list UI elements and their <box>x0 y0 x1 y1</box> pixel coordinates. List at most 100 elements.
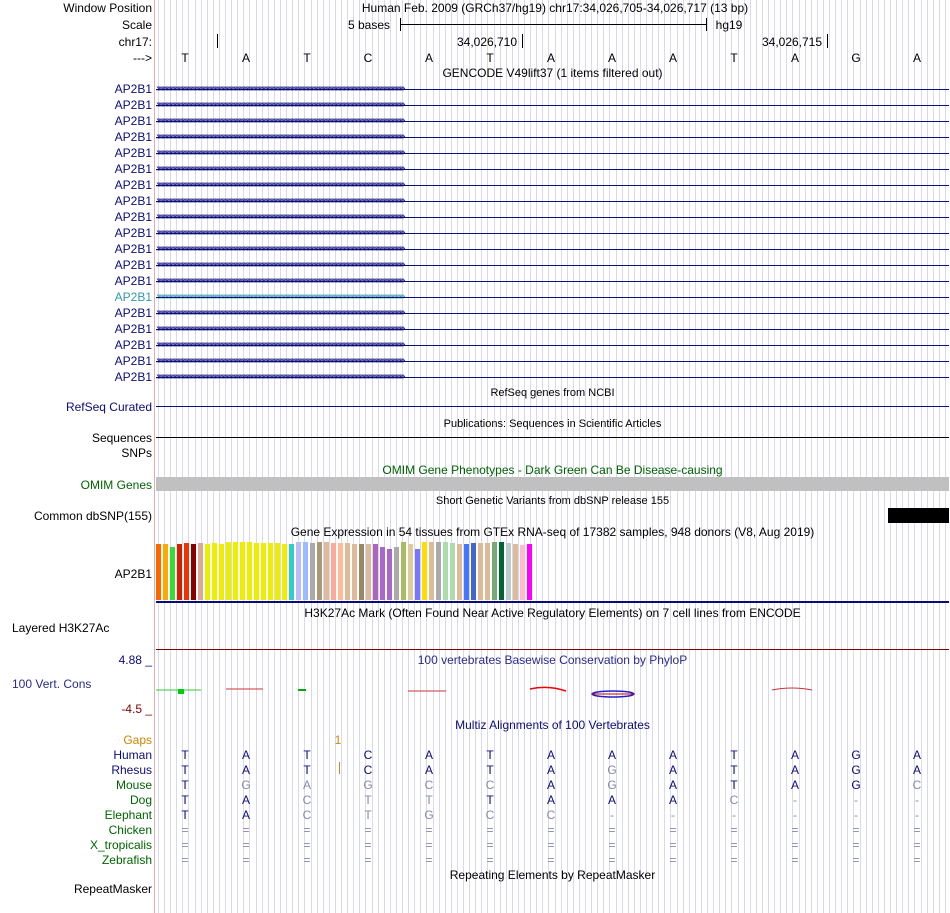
gencode-gene-feature[interactable]: ››››››››››››››››››››››››››››››››››››››››… <box>156 371 949 383</box>
gtex-label[interactable]: AP2B1 <box>114 567 152 581</box>
species-label[interactable]: X_tropicalis <box>89 838 152 852</box>
gtex-tissue-bar[interactable] <box>380 547 385 600</box>
gtex-tissue-bar[interactable] <box>506 543 511 600</box>
position-text[interactable]: Human Feb. 2009 (GRCh37/hg19) chr17:34,0… <box>361 1 749 15</box>
gencode-gene-label[interactable]: AP2B1 <box>114 82 152 96</box>
gtex-tissue-bar[interactable] <box>254 543 259 600</box>
omim-bar[interactable] <box>156 477 949 491</box>
phylop-label[interactable]: 100 Vert. Cons <box>12 677 92 691</box>
gtex-tissue-bar[interactable] <box>429 542 434 600</box>
gencode-gene-feature[interactable]: ››››››››››››››››››››››››››››››››››››››››… <box>156 99 949 111</box>
gtex-tissue-bar[interactable] <box>310 543 315 600</box>
gtex-tissue-bar[interactable] <box>436 542 441 600</box>
gtex-tissue-bar[interactable] <box>359 544 364 600</box>
h3k27ac-label[interactable]: Layered H3K27Ac <box>12 621 110 635</box>
gtex-tissue-bar[interactable] <box>450 543 455 600</box>
gencode-gene-label[interactable]: AP2B1 <box>114 226 152 240</box>
gencode-gene-label[interactable]: AP2B1 <box>114 306 152 320</box>
gencode-gene-feature[interactable]: ››››››››››››››››››››››››››››››››››››››››… <box>156 115 949 127</box>
gencode-gene-label[interactable]: AP2B1 <box>114 178 152 192</box>
species-label[interactable]: Elephant <box>104 808 152 822</box>
gencode-gene-feature[interactable]: ››››››››››››››››››››››››››››››››››››››››… <box>156 307 949 319</box>
species-label[interactable]: Dog <box>129 793 152 807</box>
gencode-gene-feature[interactable]: ››››››››››››››››››››››››››››››››››››››››… <box>156 179 949 191</box>
gtex-tissue-bar[interactable] <box>205 544 210 600</box>
gencode-gene-label[interactable]: AP2B1 <box>114 290 152 304</box>
gtex-tissue-bar[interactable] <box>212 543 217 600</box>
gtex-tissue-bar[interactable] <box>373 544 378 600</box>
gencode-gene-feature[interactable]: ››››››››››››››››››››››››››››››››››››››››… <box>156 211 949 223</box>
repeatmasker-label[interactable]: RepeatMasker <box>73 882 152 896</box>
gtex-tissue-bar[interactable] <box>163 544 168 600</box>
gtex-tissue-bar[interactable] <box>408 544 413 600</box>
gtex-tissue-bar[interactable] <box>394 547 399 600</box>
gtex-tissue-bar[interactable] <box>261 543 266 600</box>
species-label[interactable]: Rhesus <box>111 763 152 777</box>
gtex-tissue-bar[interactable] <box>289 544 294 600</box>
gtex-tissue-bar[interactable] <box>191 544 196 600</box>
gtex-tissue-bar[interactable] <box>177 544 182 600</box>
gencode-gene-feature[interactable]: ››››››››››››››››››››››››››››››››››››››››… <box>156 227 949 239</box>
gtex-tissue-bar[interactable] <box>457 544 462 600</box>
gtex-tissue-bar[interactable] <box>233 542 238 600</box>
gencode-gene-feature[interactable]: ››››››››››››››››››››››››››››››››››››››››… <box>156 339 949 351</box>
gencode-gene-feature[interactable]: ››››››››››››››››››››››››››››››››››››››››… <box>156 195 949 207</box>
gencode-gene-feature[interactable]: ››››››››››››››››››››››››››››››››››››››››… <box>156 259 949 271</box>
gencode-gene-label[interactable]: AP2B1 <box>114 258 152 272</box>
gencode-gene-label[interactable]: AP2B1 <box>114 130 152 144</box>
gencode-gene-feature[interactable]: ››››››››››››››››››››››››››››››››››››››››… <box>156 147 949 159</box>
gtex-tissue-bar[interactable] <box>247 542 252 600</box>
gtex-tissue-bar[interactable] <box>387 549 392 600</box>
gtex-tissue-bar[interactable] <box>415 549 420 600</box>
gtex-tissue-bar[interactable] <box>366 544 371 600</box>
gencode-gene-feature[interactable]: ››››››››››››››››››››››››››››››››››››››››… <box>156 131 949 143</box>
gtex-tissue-bar[interactable] <box>520 545 525 600</box>
gencode-gene-label[interactable]: AP2B1 <box>114 370 152 384</box>
gtex-tissue-bar[interactable] <box>226 542 231 600</box>
gtex-tissue-bar[interactable] <box>275 543 280 600</box>
gtex-tissue-bar[interactable] <box>513 544 518 600</box>
gencode-gene-label[interactable]: AP2B1 <box>114 194 152 208</box>
species-label[interactable]: Mouse <box>115 778 152 792</box>
species-label[interactable]: Zebrafish <box>101 853 152 867</box>
gencode-gene-feature[interactable]: ››››››››››››››››››››››››››››››››››››››››… <box>156 275 949 287</box>
gencode-gene-label[interactable]: AP2B1 <box>114 274 152 288</box>
gencode-gene-label[interactable]: AP2B1 <box>114 98 152 112</box>
gencode-gene-feature[interactable]: ››››››››››››››››››››››››››››››››››››››››… <box>156 163 949 175</box>
gtex-tissue-bar[interactable] <box>317 542 322 600</box>
gencode-gene-label[interactable]: AP2B1 <box>114 162 152 176</box>
refseq-label[interactable]: RefSeq Curated <box>65 400 152 414</box>
gtex-tissue-bar[interactable] <box>527 544 532 600</box>
gtex-tissue-bar[interactable] <box>296 542 301 600</box>
gtex-tissue-bar[interactable] <box>443 542 448 600</box>
gaps-label[interactable]: Gaps <box>123 733 152 747</box>
gtex-tissue-bar[interactable] <box>198 543 203 600</box>
gencode-gene-label[interactable]: AP2B1 <box>114 242 152 256</box>
gtex-tissue-bar[interactable] <box>471 543 476 600</box>
species-label[interactable]: Chicken <box>108 823 152 837</box>
gencode-gene-feature[interactable]: ››››››››››››››››››››››››››››››››››››››››… <box>156 291 949 303</box>
gtex-tissue-bar[interactable] <box>422 542 427 600</box>
gtex-tissue-bar[interactable] <box>331 543 336 600</box>
dbsnp-label[interactable]: Common dbSNP(155) <box>33 509 152 523</box>
gtex-tissue-bar[interactable] <box>478 543 483 600</box>
gtex-tissue-bar[interactable] <box>184 543 189 600</box>
gencode-gene-feature[interactable]: ››››››››››››››››››››››››››››››››››››››››… <box>156 323 949 335</box>
gtex-tissue-bar[interactable] <box>156 544 161 600</box>
publications-label[interactable]: Sequences <box>91 431 152 445</box>
gtex-tissue-bar[interactable] <box>303 542 308 600</box>
gencode-gene-feature[interactable]: ››››››››››››››››››››››››››››››››››››››››… <box>156 83 949 95</box>
gencode-gene-label[interactable]: AP2B1 <box>114 210 152 224</box>
dbsnp-variant[interactable] <box>888 508 949 523</box>
gencode-gene-label[interactable]: AP2B1 <box>114 322 152 336</box>
gtex-tissue-bar[interactable] <box>282 544 287 600</box>
gtex-tissue-bar[interactable] <box>401 542 406 600</box>
gencode-gene-label[interactable]: AP2B1 <box>114 114 152 128</box>
gtex-tissue-bar[interactable] <box>338 543 343 600</box>
phylop-plot[interactable] <box>156 680 949 700</box>
gtex-tissue-bar[interactable] <box>240 542 245 600</box>
gtex-tissue-bar[interactable] <box>492 542 497 600</box>
gencode-gene-label[interactable]: AP2B1 <box>114 146 152 160</box>
gtex-tissue-bar[interactable] <box>170 547 175 600</box>
species-label[interactable]: Human <box>113 748 152 762</box>
